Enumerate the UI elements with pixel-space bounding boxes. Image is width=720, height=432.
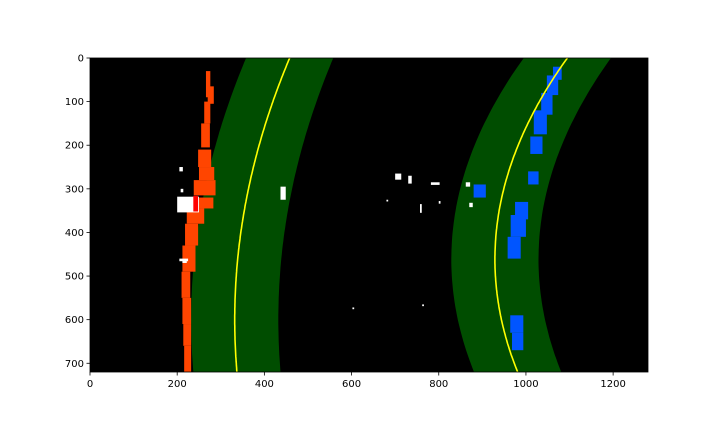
- x-tick-label: 200: [168, 379, 187, 390]
- noise-pixels: [469, 202, 473, 208]
- axes: 0 200 400 600 800 1000 1200 0 100 200 300 400 500 600…: [65, 54, 649, 390]
- left-lane-pixels: [189, 197, 214, 209]
- left-lane-pixels: [198, 167, 215, 181]
- left-lane-pixels: [193, 180, 216, 196]
- right-lane-pixels: [533, 110, 547, 135]
- noise-pixels: [180, 188, 184, 193]
- noise-pixels: [438, 201, 441, 204]
- left-lane-pixels: [204, 101, 211, 124]
- noise-pixels: [179, 167, 183, 172]
- y-tick-label: 700: [65, 359, 84, 370]
- left-lane-pixels: [201, 123, 210, 148]
- noise-pixels: [430, 182, 440, 185]
- y-tick-label: 300: [65, 184, 84, 195]
- noise-pixels: [395, 173, 402, 180]
- right-search-window: [451, 58, 611, 372]
- noise-pixels: [408, 175, 412, 184]
- y-tick-label: 500: [65, 272, 84, 283]
- plot-area: [90, 58, 648, 372]
- right-fit-line: [494, 58, 569, 372]
- y-tick-label: 400: [65, 228, 84, 239]
- noise-pixels: [179, 258, 189, 262]
- right-lane-pixels: [546, 75, 559, 96]
- left-lane-pixels: [205, 71, 211, 98]
- right-lane-pixels: [510, 315, 524, 333]
- left-lane-pixels: [181, 271, 191, 298]
- left-lane-pixels: [183, 324, 192, 346]
- left-search-window: [191, 58, 334, 372]
- right-lane-pixels: [530, 136, 543, 154]
- left-lane-pixels: [182, 297, 192, 325]
- right-lane-pixels: [528, 171, 539, 185]
- left-lane-pixels: [198, 149, 212, 168]
- noise-pixels: [465, 182, 471, 187]
- y-tick-label: 0: [78, 54, 84, 65]
- right-lane-pixels: [510, 215, 526, 237]
- noise-pixels: [422, 304, 424, 307]
- x-tick-label: 600: [342, 379, 361, 390]
- x-tick-label: 400: [255, 379, 274, 390]
- x-tick-label: 1000: [513, 379, 538, 390]
- x-tick-label: 800: [429, 379, 448, 390]
- x-tick-label: 1200: [600, 379, 625, 390]
- left-lane-pixels: [185, 223, 199, 246]
- axes-frame: [89, 57, 649, 373]
- noise-pixels: [420, 204, 422, 213]
- left-lane-pixels: [193, 195, 199, 212]
- x-tick-label: 0: [87, 379, 93, 390]
- noise-pixels: [352, 307, 355, 310]
- left-lane-pixels: [184, 345, 192, 372]
- right-lane-pixels: [473, 184, 486, 198]
- y-tick-label: 600: [65, 315, 84, 326]
- y-tick-label: 100: [65, 97, 84, 108]
- left-lane-pixels: [207, 86, 214, 104]
- left-fit-line: [233, 58, 291, 372]
- right-lane-pixels: [511, 332, 524, 351]
- right-lane-pixels: [507, 236, 521, 259]
- left-lane-pixels: [182, 245, 196, 272]
- right-lane-pixels: [541, 92, 553, 115]
- noise-pixels: [280, 186, 286, 200]
- noise-pixels: [386, 199, 389, 202]
- noise-pixels: [182, 260, 187, 263]
- y-tick-label: 200: [65, 141, 84, 152]
